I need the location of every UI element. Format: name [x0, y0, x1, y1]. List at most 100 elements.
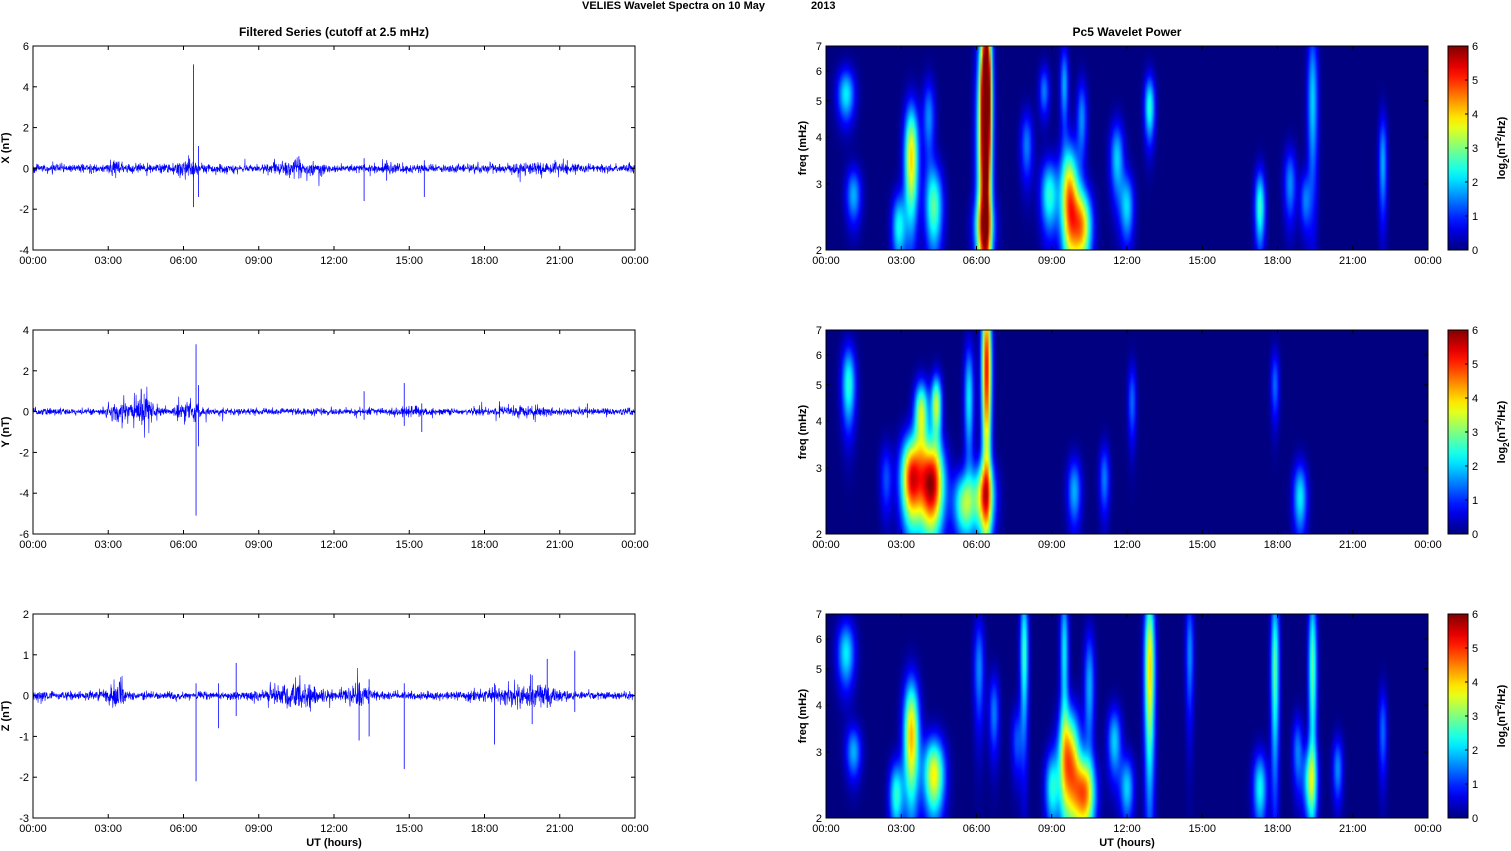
- wavelet-y-colorbar-label-part: 2: [1502, 442, 1511, 447]
- wavelet-z-colorbar-label-part: 2: [1502, 726, 1511, 731]
- wavelet-z-colorbar-tick-label: 3: [1472, 711, 1478, 723]
- wavelet-y-ytick-label: 7: [816, 325, 822, 337]
- wavelet-x-ytick-label: 2: [816, 245, 822, 257]
- wavelet-y-ytick-label: 4: [816, 416, 822, 428]
- wavelet-x-xtick-label: 06:00: [963, 255, 991, 267]
- wavelet-x-colorbar-tick-label: 1: [1472, 211, 1478, 223]
- wavelet-x-colorbar-tick-label: 0: [1472, 245, 1478, 257]
- series-x-xtick-label: 00:00: [621, 255, 649, 267]
- wavelet-z-colorbar-tick-label: 6: [1472, 609, 1478, 621]
- series-z-plot-area: [33, 614, 635, 818]
- wavelet-z-colorbar-label-part: /Hz): [1496, 684, 1508, 705]
- series-y-xtick-label: 06:00: [170, 539, 198, 551]
- series-y-xtick-label: 21:00: [546, 539, 574, 551]
- wavelet-y-colorbar-label-part: (nT: [1496, 425, 1508, 442]
- wavelet-y-colorbar-tick-label: 1: [1472, 495, 1478, 507]
- series-z-ytick-label: -2: [19, 772, 29, 784]
- wavelet-z-panel: 2 3 4 5 6 7 freq (mHz) 00:00 03:00 06:00 09:00 12:0…: [797, 609, 1511, 849]
- series-x-ytick-label: 2: [23, 123, 29, 135]
- wavelet-z-xtick-label: 03:00: [887, 823, 915, 835]
- series-z-ylabel: Z (nT): [0, 700, 12, 731]
- series-y-ytick-label: -4: [19, 488, 29, 500]
- series-y-ytick-label: -6: [19, 529, 29, 541]
- wavelet-y-xtick-label: 00:00: [812, 539, 840, 551]
- wavelet-y-colorbar-label-part: log: [1496, 447, 1508, 464]
- series-x-xtick-label: 09:00: [245, 255, 273, 267]
- wavelet-x-colorbar-label-part: log: [1496, 163, 1508, 180]
- wavelet-y-colorbar-tick-label: 0: [1472, 529, 1478, 541]
- series-z-panel: -3 -2 -1 0 1 2 Z (nT) 00:00 03:00 06:00 09:00 12:00…: [0, 609, 649, 849]
- wavelet-z-xtick-label: 00:00: [1414, 823, 1442, 835]
- wavelet-z-colorbar-tick-label: 5: [1472, 643, 1478, 655]
- series-z-xtick-label: 03:00: [94, 823, 122, 835]
- series-z-xtick-label: 00:00: [19, 823, 47, 835]
- series-z-line: [32, 667, 636, 712]
- series-y-ytick-label: -2: [19, 447, 29, 459]
- wavelet-x-colorbar-tick-label: 3: [1472, 143, 1478, 155]
- wavelet-x-xtick-label: 18:00: [1264, 255, 1292, 267]
- wavelet-y-colorbar-tick-label: 5: [1472, 359, 1478, 371]
- wavelet-x-colorbar-label-part: 2: [1502, 158, 1511, 163]
- wavelet-y-colorbar-tick-label: 2: [1472, 461, 1478, 473]
- series-y-xtick-label: 00:00: [621, 539, 649, 551]
- wavelet-y-ylabel: freq (mHz): [797, 404, 809, 459]
- wavelet-x-colorbar-label: log2(nT2/Hz): [1494, 116, 1511, 179]
- wavelet-x-ytick-label: 4: [816, 132, 822, 144]
- wavelet-z-xtick-label: 18:00: [1264, 823, 1292, 835]
- wavelet-z-ytick-label: 7: [816, 609, 822, 621]
- wavelet-y-xtick-label: 12:00: [1113, 539, 1141, 551]
- series-z-ytick-label: 0: [23, 691, 29, 703]
- series-y-xtick-label: 12:00: [320, 539, 348, 551]
- series-y-panel: -6 -4 -2 0 2 4 Y (nT) 00:00 03:00 06:00 09:00 12:00…: [0, 325, 649, 551]
- wavelet-x-panel: 2 3 4 5 6 7 freq (mHz) 00:00 03:00 06:00 09:00 12:0…: [797, 25, 1511, 267]
- panels: -4 -2 0 2 4 6 X (nT) 00:00 03:00 06:00 09:00 12:00 1…: [0, 25, 1511, 849]
- series-x-title: Filtered Series (cutoff at 2.5 mHz): [239, 25, 429, 39]
- wavelet-x-colorbar-tick-label: 6: [1472, 41, 1478, 53]
- wavelet-x-colorbar-tick-label: 2: [1472, 177, 1478, 189]
- wavelet-y-ytick-label: 6: [816, 350, 822, 362]
- series-x-ytick-label: -4: [19, 245, 29, 257]
- series-z-xtick-label: 18:00: [471, 823, 499, 835]
- wavelet-y-colorbar-tick-label: 3: [1472, 427, 1478, 439]
- wavelet-z-xtick-label: 15:00: [1188, 823, 1216, 835]
- wavelet-y-xtick-label: 15:00: [1188, 539, 1216, 551]
- wavelet-z-ytick-label: 5: [816, 664, 822, 676]
- wavelet-x-xtick-label: 21:00: [1339, 255, 1367, 267]
- wavelet-y-xtick-label: 03:00: [887, 539, 915, 551]
- wavelet-x-ylabel: freq (mHz): [797, 120, 809, 175]
- wavelet-y-xtick-label: 06:00: [963, 539, 991, 551]
- series-x-xtick-label: 18:00: [471, 255, 499, 267]
- wavelet-y-colorbar-label: log2(nT2/Hz): [1494, 400, 1511, 463]
- wavelet-z-xlabel: UT (hours): [1099, 837, 1155, 849]
- wavelet-y-xtick-label: 18:00: [1264, 539, 1292, 551]
- wavelet-z-colorbar-tick-label: 4: [1472, 677, 1478, 689]
- wavelet-y-colorbar-label-part: /Hz): [1496, 400, 1508, 421]
- series-x-ylabel: X (nT): [0, 132, 12, 163]
- series-x-ytick-label: 6: [23, 41, 29, 53]
- wavelet-z-colorbar-label-part: (nT: [1496, 709, 1508, 726]
- wavelet-x-ytick-label: 3: [816, 179, 822, 191]
- series-x-xtick-label: 21:00: [546, 255, 574, 267]
- series-y-ytick-label: 0: [23, 407, 29, 419]
- wavelet-y-power-image: [826, 330, 1428, 534]
- wavelet-z-power-image: [826, 614, 1428, 818]
- series-x-ytick-label: -2: [19, 204, 29, 216]
- series-x-ytick-label: 4: [23, 82, 29, 94]
- series-x-xtick-label: 00:00: [19, 255, 47, 267]
- wavelet-z-ytick-label: 4: [816, 700, 822, 712]
- wavelet-x-ytick-label: 5: [816, 96, 822, 108]
- wavelet-z-colorbar-tick-label: 2: [1472, 745, 1478, 757]
- series-y-plot-area: [33, 330, 635, 534]
- series-z-xtick-label: 21:00: [546, 823, 574, 835]
- series-y-ytick-label: 4: [23, 325, 29, 337]
- wavelet-x-xtick-label: 03:00: [887, 255, 915, 267]
- wavelet-x-title: Pc5 Wavelet Power: [1073, 25, 1182, 39]
- series-x-xtick-label: 03:00: [94, 255, 122, 267]
- series-z-ytick-label: -1: [19, 731, 29, 743]
- wavelet-y-ytick-label: 5: [816, 380, 822, 392]
- series-x-panel: -4 -2 0 2 4 6 X (nT) 00:00 03:00 06:00 09:00 12:00 1…: [0, 25, 649, 267]
- wavelet-y-xtick-label: 09:00: [1038, 539, 1066, 551]
- series-y-xtick-label: 18:00: [471, 539, 499, 551]
- wavelet-x-colorbar-label-part: 2: [1494, 136, 1503, 141]
- wavelet-y-ytick-label: 3: [816, 463, 822, 475]
